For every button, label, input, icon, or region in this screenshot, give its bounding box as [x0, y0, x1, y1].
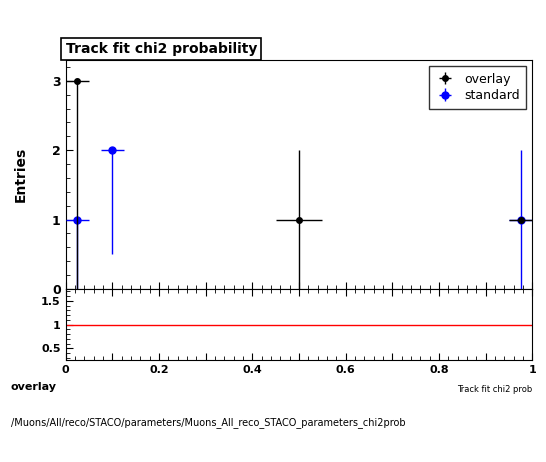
Text: /Muons/All/reco/STACO/parameters/Muons_All_reco_STACO_parameters_chi2prob: /Muons/All/reco/STACO/parameters/Muons_A…: [11, 417, 406, 428]
Text: Track fit chi2 prob: Track fit chi2 prob: [457, 385, 532, 395]
Text: overlay: overlay: [11, 383, 57, 392]
Legend: overlay, standard: overlay, standard: [429, 67, 526, 109]
Y-axis label: Entries: Entries: [14, 147, 28, 202]
Text: Track fit chi2 probability: Track fit chi2 probability: [66, 42, 257, 56]
